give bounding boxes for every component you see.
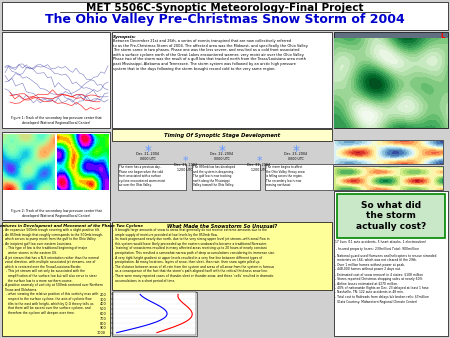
Text: So what did
the storm
actually cost?: So what did the storm actually cost? (356, 201, 426, 231)
Text: 17 lives (11 auto accidents, 5 heart attacks, 1 electrocution)
- Insured propert: 17 lives (11 auto accidents, 5 heart att… (335, 240, 436, 304)
Bar (443, 87, 448, 94)
Bar (443, 78, 448, 86)
Bar (443, 111, 448, 118)
Text: The Ohio Valley Pre-Christmas Snow Storm of 2004: The Ohio Valley Pre-Christmas Snow Storm… (45, 13, 405, 25)
Text: Between December 21st and 26th, a series of events transpired that are now colle: Between December 21st and 26th, a series… (113, 39, 308, 71)
Text: *: * (219, 144, 225, 158)
Bar (443, 102, 448, 110)
Bar (443, 95, 448, 102)
Text: *: * (256, 156, 262, 166)
Text: Dec. 22, 2004
1200 UTC: Dec. 22, 2004 1200 UTC (248, 163, 270, 172)
FancyBboxPatch shape (112, 129, 332, 141)
FancyBboxPatch shape (334, 32, 448, 128)
FancyBboxPatch shape (2, 32, 110, 128)
FancyBboxPatch shape (2, 222, 110, 336)
Text: *: * (182, 156, 188, 166)
Bar (443, 71, 448, 78)
Text: *: * (144, 144, 152, 158)
Bar (443, 47, 448, 54)
Text: Key Synoptic Features in Development and Movement of the Phase Two Cyclone: Key Synoptic Features in Development and… (0, 224, 144, 228)
FancyBboxPatch shape (112, 222, 332, 290)
Text: *: * (292, 144, 300, 158)
FancyBboxPatch shape (265, 164, 333, 190)
Text: Dec. 21, 2004
1200 UTC: Dec. 21, 2004 1200 UTC (174, 163, 197, 172)
FancyBboxPatch shape (118, 164, 186, 190)
Text: Dec. 21, 2004
0000 UTC: Dec. 21, 2004 0000 UTC (136, 152, 159, 161)
Text: Synopsis:: Synopsis: (113, 35, 137, 39)
Bar (443, 39, 448, 46)
FancyBboxPatch shape (112, 32, 332, 128)
Bar (443, 119, 448, 126)
FancyBboxPatch shape (192, 164, 260, 190)
Text: Timing Of Synoptic Stage Development: Timing Of Synoptic Stage Development (164, 132, 280, 138)
FancyBboxPatch shape (334, 191, 448, 336)
Text: - An expansive 500mb trough covering with a slight positive tilt.
- An 850mb tro: - An expansive 500mb trough covering wit… (3, 228, 103, 315)
FancyBboxPatch shape (334, 166, 443, 190)
Text: Figure 2: Track of the secondary low pressure center that
developed (National Re: Figure 2: Track of the secondary low pre… (10, 210, 101, 218)
FancyBboxPatch shape (112, 292, 197, 336)
Text: Figure 1: Track of the secondary low pressure center that
developed (National Re: Figure 1: Track of the secondary low pre… (11, 116, 101, 125)
Text: L: L (441, 33, 445, 39)
Text: The storm begins to affect
the Ohio Valley. Heavy snow
is falling across the reg: The storm begins to affect the Ohio Vall… (266, 165, 305, 187)
Text: What Made the Snowstorm So Unusual?: What Made the Snowstorm So Unusual? (167, 224, 277, 229)
Bar (443, 63, 448, 70)
FancyBboxPatch shape (2, 132, 110, 220)
FancyBboxPatch shape (334, 140, 443, 164)
FancyBboxPatch shape (2, 2, 448, 30)
Text: Dec. 22, 2004
0000 UTC: Dec. 22, 2004 0000 UTC (211, 152, 234, 161)
Text: MET 5506C-Synoptic Meteorology-Final Project: MET 5506C-Synoptic Meteorology-Final Pro… (86, 3, 364, 13)
Text: The 850mb low has developed
and the system is deepening.
The gulf low is now tra: The 850mb low has developed and the syst… (193, 165, 235, 187)
Bar (443, 54, 448, 62)
Text: - It brought large amounts of snow to areas that generally do not receive extrem: - It brought large amounts of snow to ar… (113, 228, 275, 283)
Text: The storm has a previous day...
Phase one began when the cold
front associated w: The storm has a previous day... Phase on… (119, 165, 165, 187)
FancyBboxPatch shape (337, 194, 445, 238)
Text: Dec. 23, 2004
0000 UTC: Dec. 23, 2004 0000 UTC (284, 152, 307, 161)
